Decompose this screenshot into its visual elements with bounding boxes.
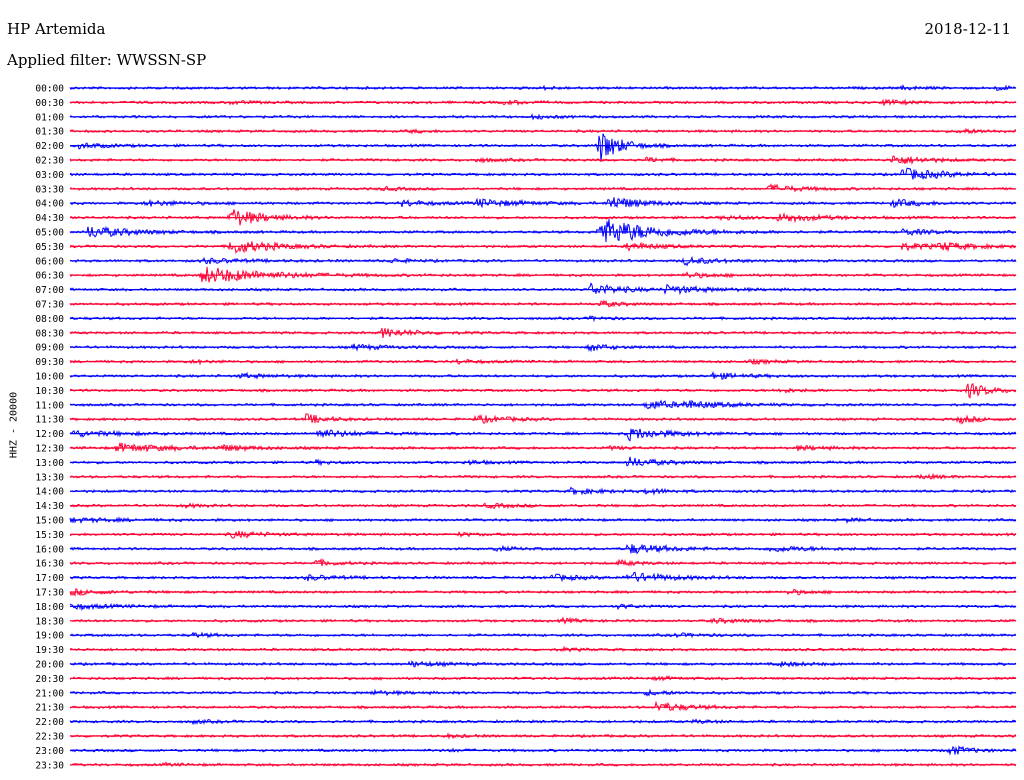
time-label: 07:00 xyxy=(35,285,64,296)
time-label: 01:00 xyxy=(35,112,64,123)
time-label: 06:30 xyxy=(35,271,64,282)
trace-line xyxy=(69,219,1017,243)
trace-line xyxy=(69,133,1017,162)
time-label: 19:30 xyxy=(35,645,64,656)
time-label: 10:30 xyxy=(35,386,64,397)
trace-line xyxy=(69,428,1017,442)
time-label: 20:00 xyxy=(35,660,64,671)
time-label: 02:30 xyxy=(35,156,64,167)
time-label: 18:30 xyxy=(35,616,64,627)
trace-line xyxy=(69,442,1017,453)
trace-line xyxy=(69,456,1017,467)
time-label: 12:30 xyxy=(35,444,64,455)
trace-line xyxy=(69,571,1017,583)
time-label: 13:30 xyxy=(35,472,64,483)
time-label: 23:30 xyxy=(35,760,64,771)
filter-label: Applied filter: WWSSN-SP xyxy=(7,51,207,69)
time-label: 13:00 xyxy=(35,458,64,469)
time-labels: 00:00 00:30 01:00 01:30 02:00 02:30 03:00 03:30… xyxy=(35,84,64,772)
time-label: 06:00 xyxy=(35,256,64,267)
time-label: 15:00 xyxy=(35,516,64,527)
time-label: 08:30 xyxy=(35,328,64,339)
time-label: 00:30 xyxy=(35,98,64,109)
time-label: 16:00 xyxy=(35,544,64,555)
time-label: 22:00 xyxy=(35,717,64,728)
station-title: HP Artemida xyxy=(7,20,106,38)
time-label: 00:00 xyxy=(35,84,64,95)
time-label: 23:00 xyxy=(35,746,64,757)
trace-line xyxy=(69,700,1017,712)
time-label: 03:30 xyxy=(35,184,64,195)
trace-line xyxy=(69,183,1017,193)
time-label: 07:30 xyxy=(35,300,64,311)
time-label: 04:30 xyxy=(35,213,64,224)
time-label: 16:30 xyxy=(35,559,64,570)
time-label: 20:30 xyxy=(35,674,64,685)
time-label: 10:00 xyxy=(35,372,64,383)
time-label: 14:30 xyxy=(35,501,64,512)
trace-line xyxy=(69,282,1017,296)
time-label: 15:30 xyxy=(35,530,64,541)
time-label: 12:00 xyxy=(35,429,64,440)
time-label: 21:00 xyxy=(35,688,64,699)
time-label: 04:00 xyxy=(35,199,64,210)
time-label: 21:30 xyxy=(35,703,64,714)
time-label: 02:00 xyxy=(35,141,64,152)
time-label: 09:00 xyxy=(35,343,64,354)
trace-line xyxy=(69,197,1017,209)
time-label: 11:00 xyxy=(35,400,64,411)
time-label: 22:30 xyxy=(35,732,64,743)
time-label: 17:00 xyxy=(35,573,64,584)
time-label: 03:00 xyxy=(35,170,64,181)
time-label: 09:30 xyxy=(35,357,64,368)
trace-line xyxy=(69,718,1017,726)
trace-group xyxy=(69,84,1017,768)
time-label: 05:30 xyxy=(35,242,64,253)
time-label: 18:00 xyxy=(35,602,64,613)
date-label: 2018-12-11 xyxy=(924,20,1011,38)
time-label: 05:00 xyxy=(35,228,64,239)
time-label: 08:00 xyxy=(35,314,64,325)
trace-line xyxy=(69,266,1017,283)
time-label: 01:30 xyxy=(35,127,64,138)
time-label: 14:00 xyxy=(35,487,64,498)
time-label: 11:30 xyxy=(35,415,64,426)
time-label: 17:30 xyxy=(35,588,64,599)
time-label: 19:00 xyxy=(35,631,64,642)
